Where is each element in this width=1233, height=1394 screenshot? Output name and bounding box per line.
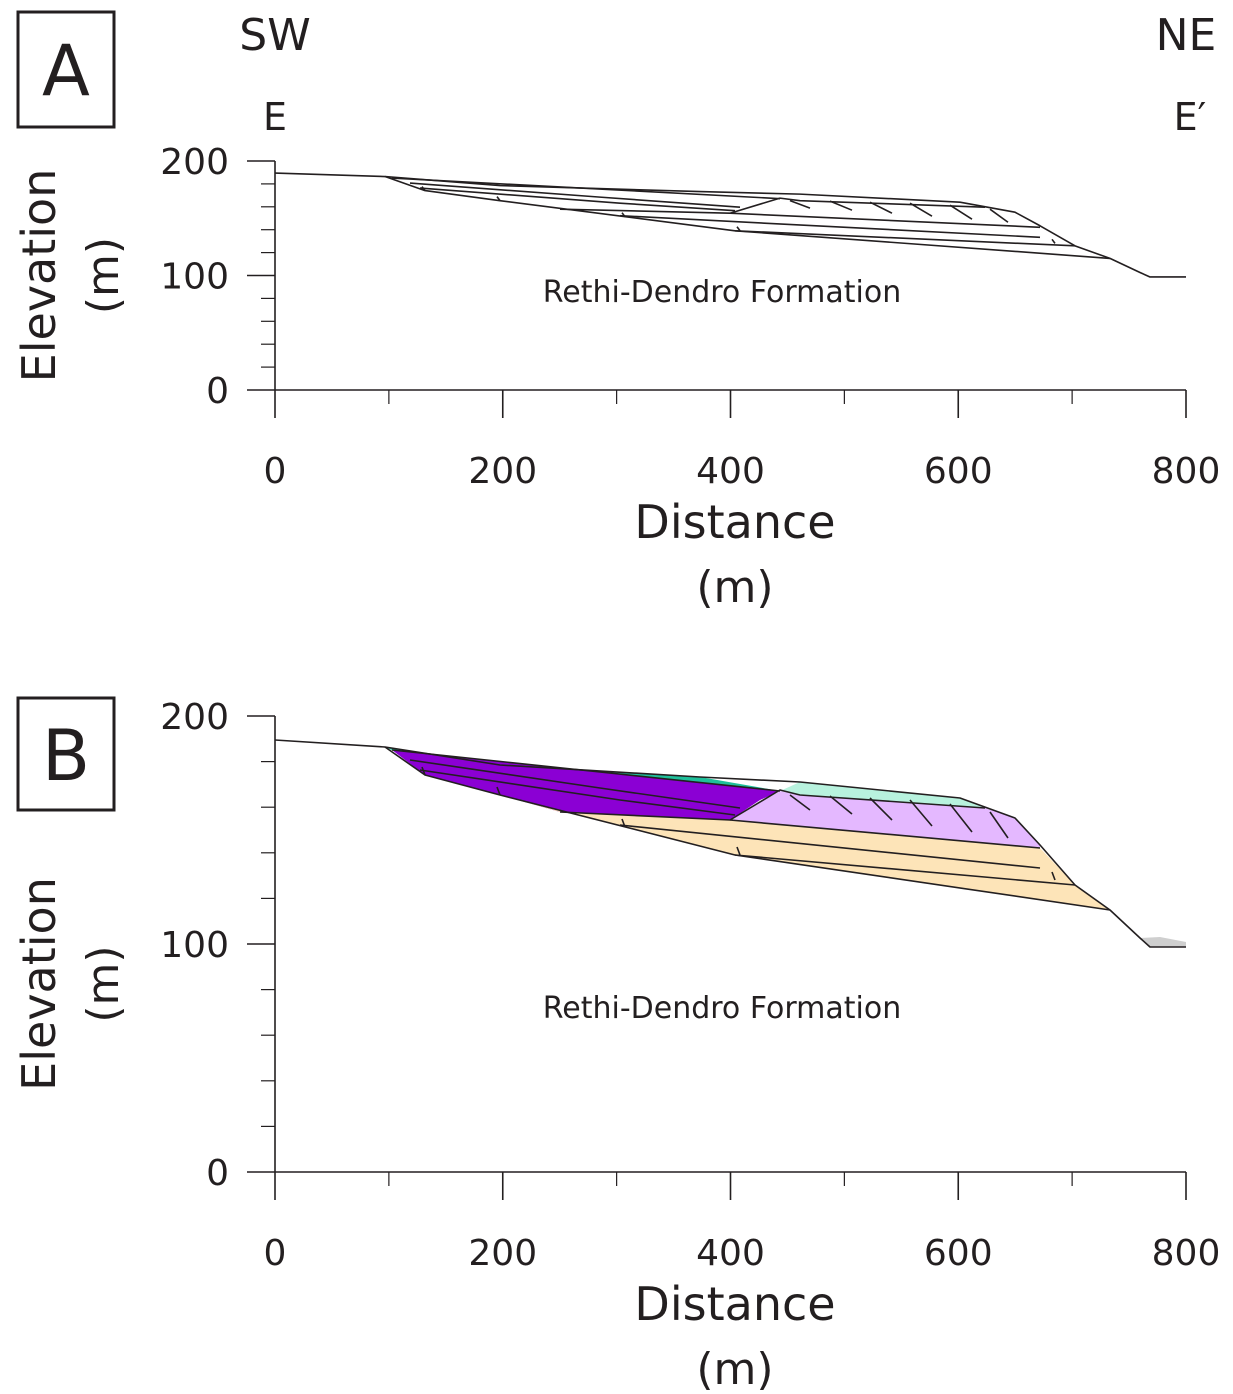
x-tick-label: 0 bbox=[264, 451, 287, 492]
panel-label: B bbox=[42, 715, 90, 797]
direction-label: SW bbox=[239, 10, 310, 61]
unit-gray bbox=[1140, 937, 1186, 947]
unit-beige bbox=[500, 795, 1110, 910]
formation-label: Rethi-Dendro Formation bbox=[543, 991, 902, 1026]
unit-light-teal bbox=[780, 782, 985, 808]
x-tick-label: 200 bbox=[468, 451, 537, 492]
y-tick-label: 100 bbox=[160, 257, 229, 298]
x-axis-label: Distance bbox=[634, 495, 835, 549]
y-axis-label: Elevation bbox=[12, 877, 66, 1091]
formation-label: Rethi-Dendro Formation bbox=[543, 275, 902, 310]
y-axis-label: (m) bbox=[78, 237, 129, 314]
cross-section-lines bbox=[274, 172, 1187, 278]
x-tick-label: 800 bbox=[1152, 1233, 1221, 1274]
y-tick-label: 100 bbox=[160, 925, 229, 966]
x-tick-label: 400 bbox=[696, 1233, 765, 1274]
x-tick-label: 600 bbox=[924, 451, 993, 492]
y-tick-label: 200 bbox=[160, 697, 229, 738]
y-tick-label: 200 bbox=[160, 142, 229, 183]
panel-label-box bbox=[16, 696, 116, 812]
x-tick-label: 400 bbox=[696, 451, 765, 492]
x-axis-label: (m) bbox=[696, 562, 773, 613]
x-tick-label: 200 bbox=[468, 1233, 537, 1274]
cross-section-units bbox=[385, 747, 1186, 947]
x-tick-label: 600 bbox=[924, 1233, 993, 1274]
x-axis-label: Distance bbox=[634, 1277, 835, 1331]
y-tick-label: 0 bbox=[206, 1153, 229, 1194]
panel-label: A bbox=[42, 30, 90, 112]
panel-label-box bbox=[16, 10, 116, 129]
section-label: E bbox=[263, 95, 287, 139]
direction-label: NE bbox=[1156, 10, 1217, 61]
x-axis-label: (m) bbox=[696, 1344, 773, 1394]
y-axis-label: (m) bbox=[78, 945, 129, 1022]
x-tick-label: 0 bbox=[264, 1233, 287, 1274]
unit-light-purple bbox=[730, 791, 1040, 848]
unit-purple bbox=[392, 750, 780, 820]
panel-a: A SW NE E E′ Rethi-Dendro Formation bbox=[16, 10, 1217, 310]
x-tick-label: 800 bbox=[1152, 451, 1221, 492]
y-axis-label: Elevation bbox=[12, 169, 66, 383]
panel-b: B Rethi-Dendro Formation bbox=[16, 696, 1187, 1026]
section-label: E′ bbox=[1174, 95, 1207, 139]
y-tick-label: 0 bbox=[206, 371, 229, 412]
